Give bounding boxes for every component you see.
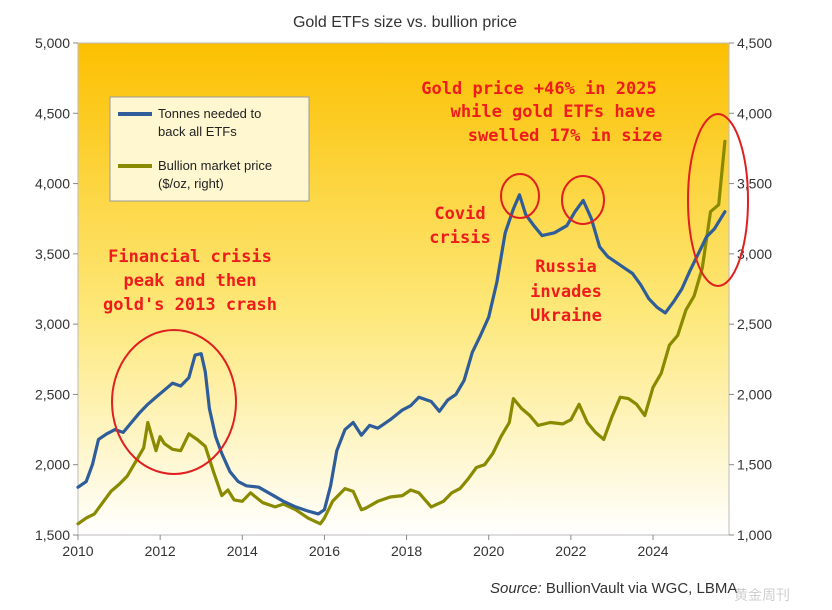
annotation-2025-line3: swelled 17% in size <box>468 126 662 146</box>
left-tick-label: 4,000 <box>35 176 70 192</box>
source-label: Source: <box>490 580 542 597</box>
x-tick-label: 2018 <box>391 543 422 559</box>
annotation-financial-line1: Financial crisis <box>108 247 272 267</box>
left-tick-label: 5,000 <box>35 35 70 51</box>
left-tick-label: 3,000 <box>35 316 70 332</box>
right-tick-label: 2,000 <box>737 386 772 402</box>
left-axis: 1,500 2,000 2,500 3,000 3,500 4,000 4,500 5,000 <box>35 35 78 543</box>
legend-label-price-line2: ($/oz, right) <box>158 176 224 191</box>
source-note: Source: BullionVault via WGC, LBMA <box>490 580 737 597</box>
watermark: 黄金周刊 <box>734 587 790 604</box>
legend: Tonnes needed to back all ETFs Bullion m… <box>109 96 310 202</box>
x-tick-label: 2010 <box>62 543 93 559</box>
right-tick-label: 4,000 <box>737 105 772 121</box>
right-tick-label: 3,000 <box>737 246 772 262</box>
highlight-ellipse-russia <box>561 175 605 225</box>
source-text: BullionVault via WGC, LBMA <box>546 580 737 597</box>
left-tick-label: 2,000 <box>35 457 70 473</box>
legend-label-etf-line2: back all ETFs <box>158 124 237 139</box>
annotation-financial-line3: gold's 2013 crash <box>103 295 277 315</box>
annotation-russia-line2: invades <box>530 282 602 302</box>
left-tick-label: 2,500 <box>35 386 70 402</box>
left-tick-label: 1,500 <box>35 527 70 543</box>
annotation-russia-line3: Ukraine <box>530 306 602 326</box>
annotation-2025-line2: while gold ETFs have <box>451 102 656 122</box>
x-tick-label: 2020 <box>473 543 504 559</box>
annotation-covid-line1: Covid <box>434 204 485 224</box>
series-layer <box>76 139 727 526</box>
left-tick-label: 4,500 <box>35 105 70 121</box>
chart-title: Gold ETFs size vs. bullion price <box>293 14 517 31</box>
right-tick-label: 4,500 <box>737 35 772 51</box>
x-axis: 2010 2012 2014 2016 2018 2020 2022 2024 <box>62 535 669 559</box>
right-tick-label: 3,500 <box>737 176 772 192</box>
x-tick-label: 2016 <box>309 543 340 559</box>
annotation-covid-line2: crisis <box>429 228 490 248</box>
x-tick-label: 2014 <box>227 543 258 559</box>
x-tick-label: 2024 <box>637 543 668 559</box>
right-tick-label: 2,500 <box>737 316 772 332</box>
x-tick-label: 2012 <box>145 543 176 559</box>
annotation-russia-line1: Russia <box>535 257 596 277</box>
highlight-ellipse-2025 <box>687 113 749 287</box>
x-tick-label: 2022 <box>555 543 586 559</box>
series-line-bullion-price <box>76 139 727 526</box>
left-tick-label: 3,500 <box>35 246 70 262</box>
right-tick-label: 1,000 <box>737 527 772 543</box>
highlight-ellipse-covid <box>500 173 540 219</box>
annotation-2025-line1: Gold price +46% in 2025 <box>421 79 656 99</box>
annotation-financial-line2: peak and then <box>123 271 256 291</box>
right-tick-label: 1,500 <box>737 457 772 473</box>
highlight-ellipse-financial <box>111 329 237 475</box>
legend-label-etf-line1: Tonnes needed to <box>158 106 261 121</box>
series-line-etf-tonnes <box>76 193 727 516</box>
legend-label-price-line1: Bullion market price <box>158 158 272 173</box>
right-axis: 1,000 1,500 2,000 2,500 3,000 3,500 4,000 4,500 <box>729 35 772 543</box>
